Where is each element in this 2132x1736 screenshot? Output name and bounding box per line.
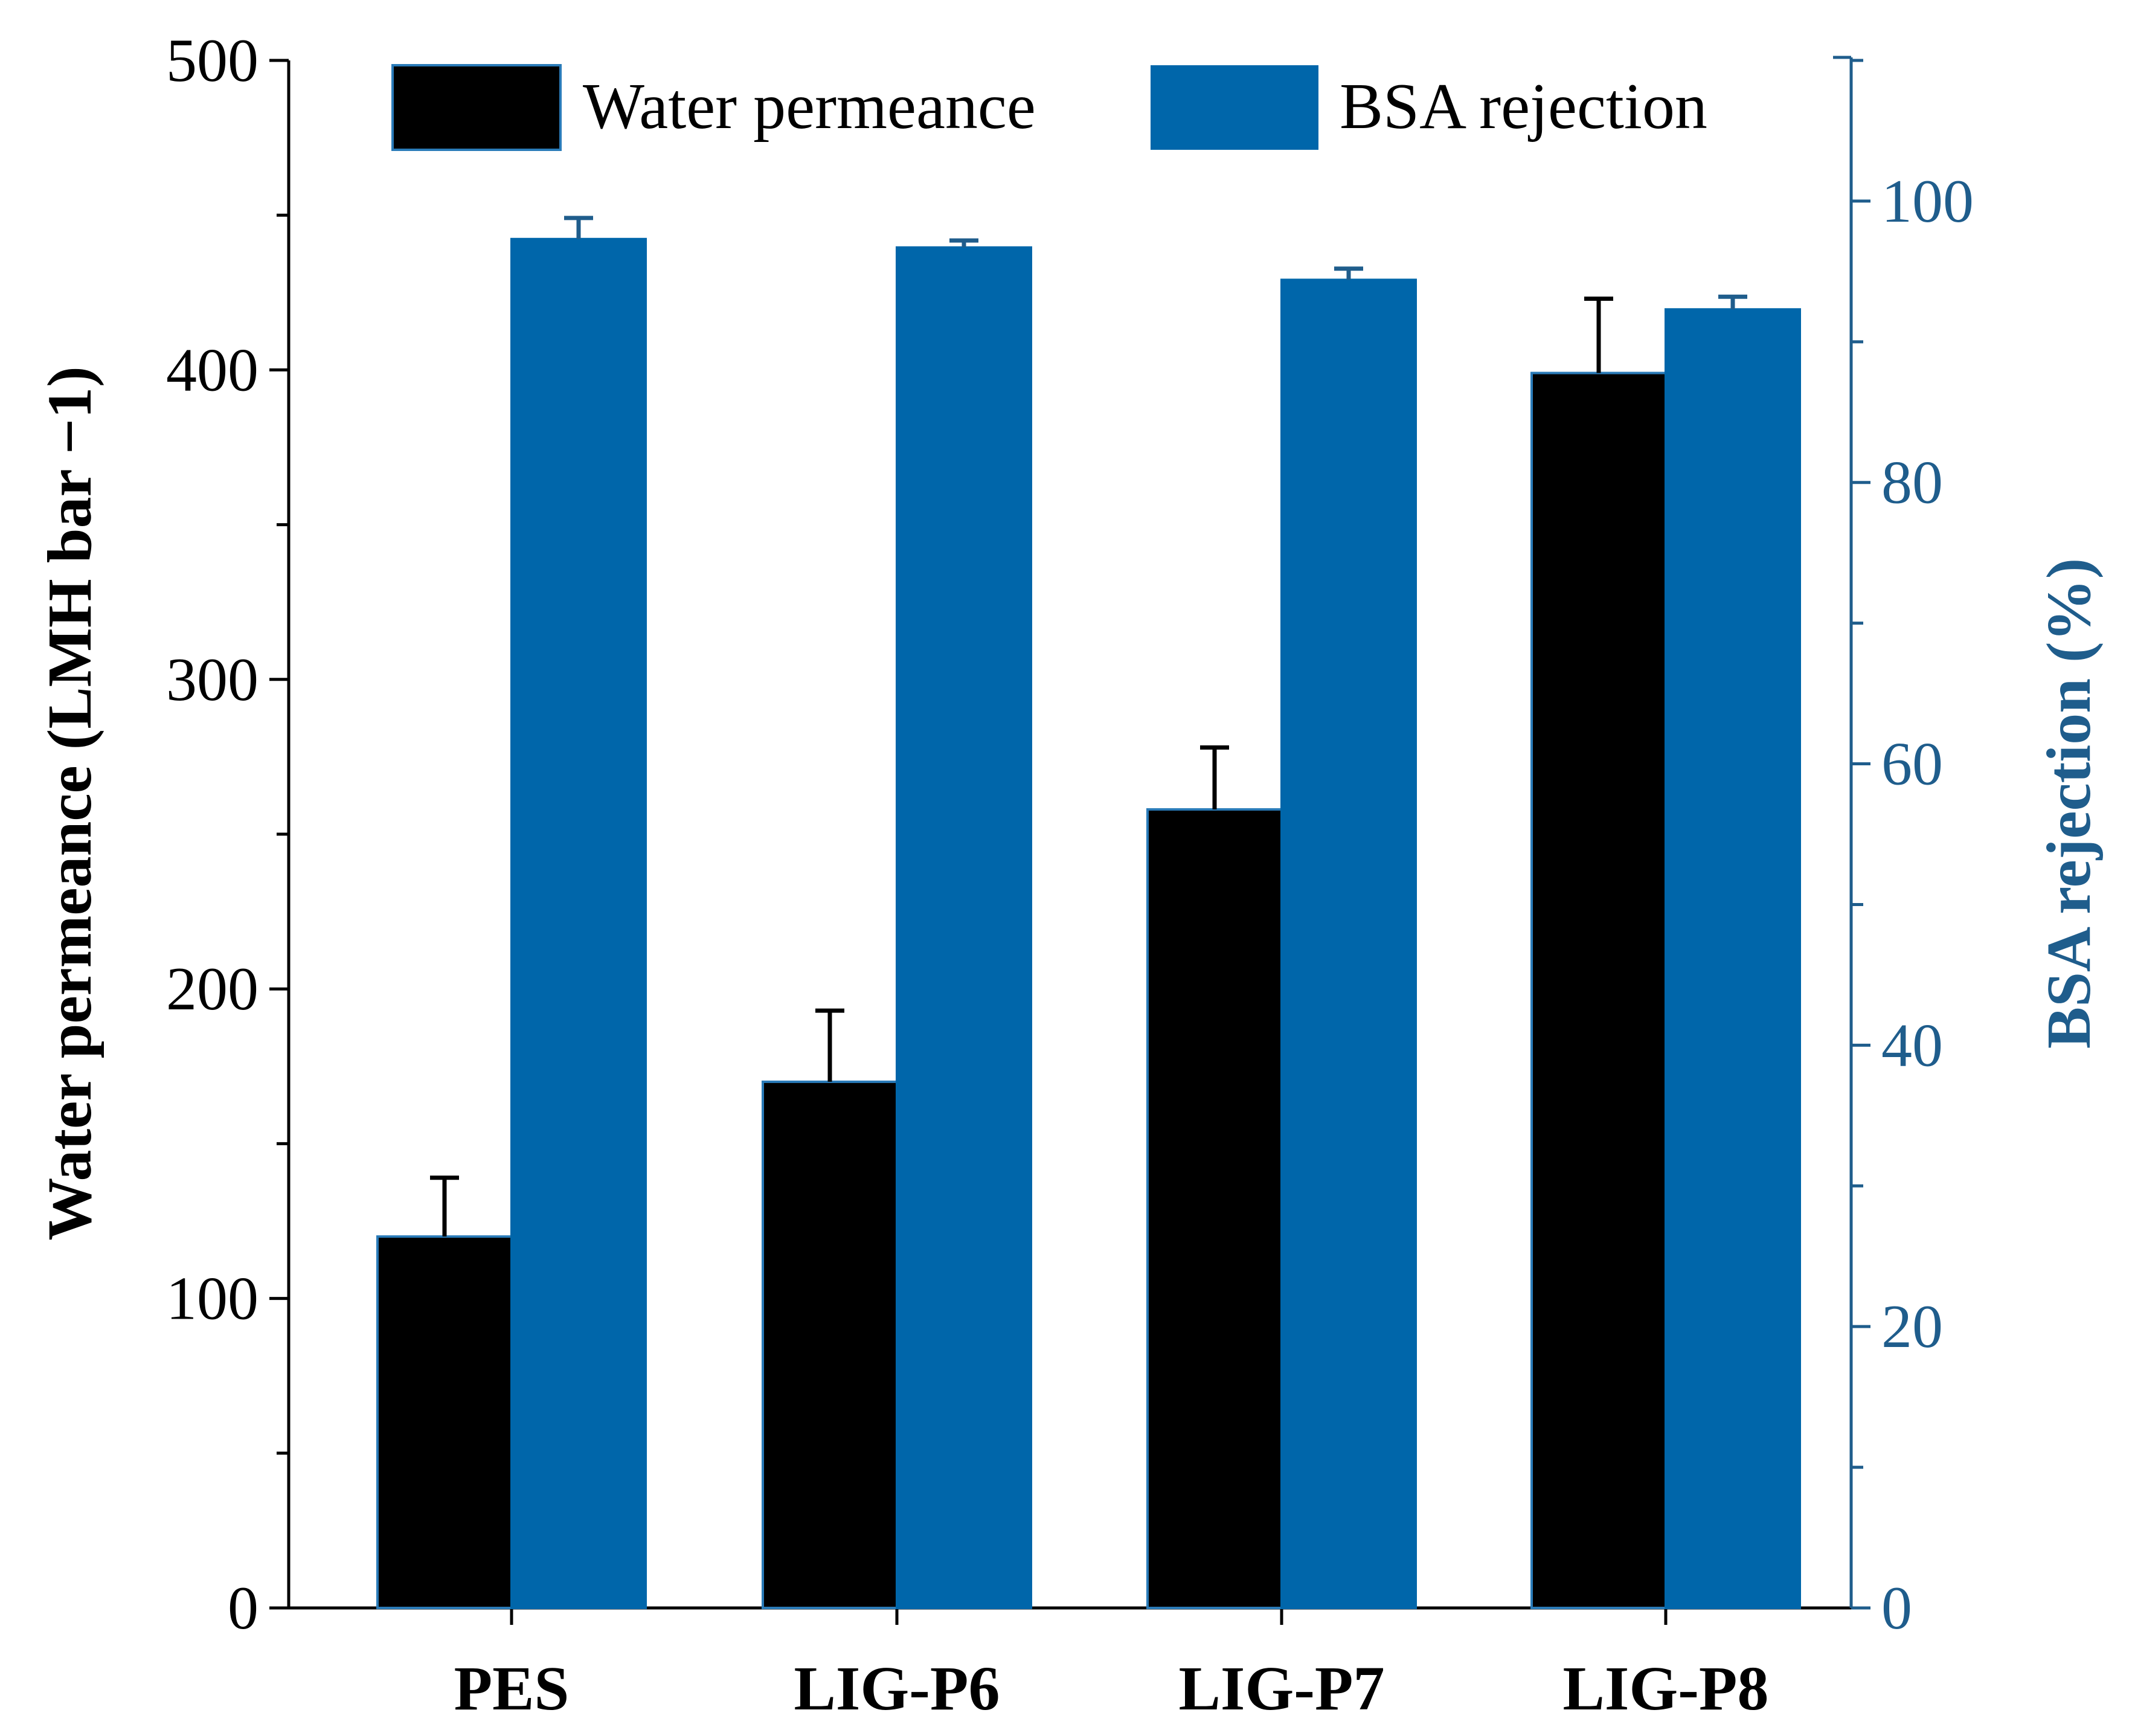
left-tick-label: 200	[166, 955, 258, 1023]
right-tick-label: 20	[1881, 1293, 1943, 1361]
bar-water-permeance	[762, 1080, 898, 1610]
category-label: LIG-P7	[1179, 1654, 1385, 1723]
bar-water-permeance	[376, 1235, 513, 1609]
bar-bsa-rejection	[1665, 308, 1801, 1610]
category-label: PES	[454, 1654, 570, 1723]
legend-label-bsa-rejection: BSA rejection	[1340, 71, 1707, 143]
bar-water-permeance	[1530, 371, 1667, 1609]
left-tick-label: 400	[166, 336, 258, 404]
right-tick-label: 0	[1881, 1574, 1912, 1642]
right-tick-label: 60	[1881, 730, 1943, 799]
category-label: LIG-P8	[1563, 1654, 1769, 1723]
category-labels: PES LIG-P6 LIG-P7 LIG-P8	[454, 1654, 1769, 1723]
legend-swatch-water-permeance	[391, 64, 562, 151]
left-axis-title: Water permeance (LMH bar −1)	[35, 366, 104, 1241]
left-tick-label: 0	[228, 1574, 258, 1642]
legend-label-water-permeance: Water permeance	[583, 71, 1036, 143]
category-label: LIG-P6	[794, 1654, 1000, 1723]
legend: Water permeance BSA rejection	[391, 64, 1707, 151]
bar-bsa-rejection	[1280, 278, 1417, 1610]
left-tick-label: 300	[166, 646, 258, 714]
right-axis-title: BSA rejection (%)	[2034, 558, 2104, 1049]
bar-water-permeance	[1146, 808, 1283, 1609]
legend-swatch-bsa-rejection	[1151, 65, 1318, 150]
right-tick-label: 80	[1881, 449, 1943, 517]
right-tick-label: 100	[1881, 167, 1974, 236]
bars	[376, 237, 1801, 1610]
left-tick-label: 100	[166, 1265, 258, 1333]
bar-bsa-rejection	[510, 237, 647, 1610]
bar-bsa-rejection	[896, 246, 1032, 1610]
tick-labels: 0 100 200 300 400 500 0 20 40 60 80 100	[166, 27, 1974, 1642]
left-tick-label: 500	[166, 27, 258, 95]
error-bars	[430, 216, 1747, 1237]
right-tick-label: 40	[1881, 1011, 1943, 1079]
